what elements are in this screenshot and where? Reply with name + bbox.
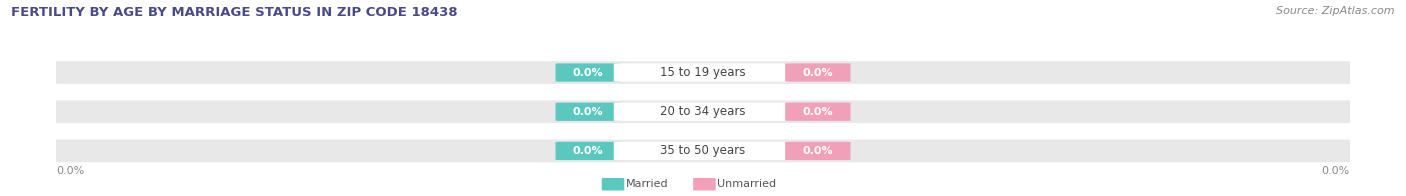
FancyBboxPatch shape	[53, 100, 1353, 123]
FancyBboxPatch shape	[614, 142, 792, 160]
Text: FERTILITY BY AGE BY MARRIAGE STATUS IN ZIP CODE 18438: FERTILITY BY AGE BY MARRIAGE STATUS IN Z…	[11, 6, 458, 19]
FancyBboxPatch shape	[555, 103, 621, 121]
FancyBboxPatch shape	[53, 61, 1353, 84]
Text: 0.0%: 0.0%	[803, 67, 834, 78]
Text: Source: ZipAtlas.com: Source: ZipAtlas.com	[1277, 6, 1395, 16]
FancyBboxPatch shape	[53, 140, 1353, 162]
FancyBboxPatch shape	[785, 142, 851, 160]
Text: 0.0%: 0.0%	[1322, 165, 1350, 176]
FancyBboxPatch shape	[614, 103, 792, 121]
Text: 0.0%: 0.0%	[572, 107, 603, 117]
FancyBboxPatch shape	[614, 63, 792, 82]
Text: 20 to 34 years: 20 to 34 years	[661, 105, 745, 118]
Text: 0.0%: 0.0%	[572, 67, 603, 78]
Text: 0.0%: 0.0%	[572, 146, 603, 156]
Text: 0.0%: 0.0%	[803, 107, 834, 117]
FancyBboxPatch shape	[785, 63, 851, 82]
Text: 0.0%: 0.0%	[56, 165, 84, 176]
Text: Unmarried: Unmarried	[717, 179, 776, 189]
FancyBboxPatch shape	[785, 103, 851, 121]
FancyBboxPatch shape	[555, 142, 621, 160]
Text: 15 to 19 years: 15 to 19 years	[661, 66, 745, 79]
Text: 0.0%: 0.0%	[803, 146, 834, 156]
FancyBboxPatch shape	[555, 63, 621, 82]
Text: 35 to 50 years: 35 to 50 years	[661, 144, 745, 157]
Text: Married: Married	[626, 179, 668, 189]
